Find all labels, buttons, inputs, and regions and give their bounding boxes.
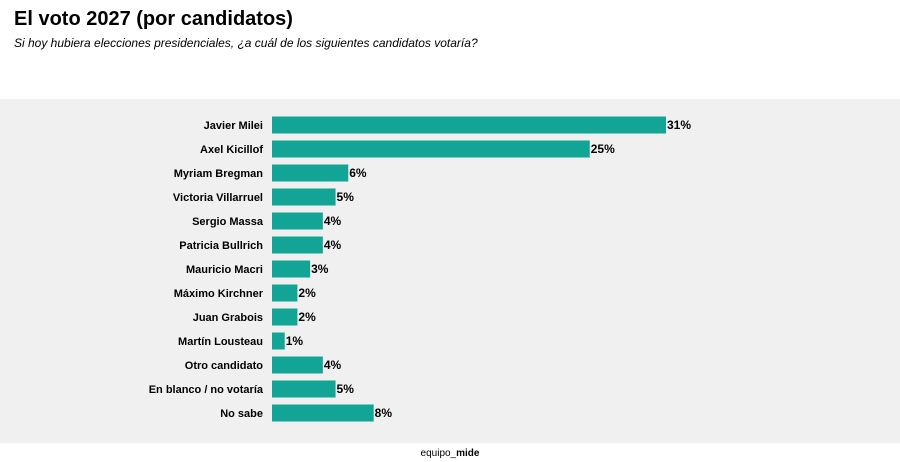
category-label: Martín Lousteau	[178, 336, 263, 348]
chart-subtitle: Si hoy hubiera elecciones presidenciales…	[14, 36, 478, 50]
footer-brand-name: mide	[456, 448, 480, 459]
bar	[272, 212, 323, 230]
value-label: 6%	[349, 166, 367, 180]
value-label: 25%	[591, 142, 615, 156]
category-label: Axel Kicillof	[200, 144, 263, 156]
category-label: Sergio Massa	[192, 216, 264, 228]
value-label: 2%	[298, 310, 316, 324]
chart-panel: Javier Milei 31% Axel Kicillof 25% Myriam Br…	[0, 99, 900, 443]
category-label: Myriam Bregman	[174, 168, 264, 180]
value-label: 4%	[324, 358, 342, 372]
footer-brand-prefix: equipo_	[420, 448, 457, 459]
bar	[272, 188, 336, 206]
bar	[272, 140, 590, 158]
value-label: 8%	[375, 406, 393, 420]
category-label: Mauricio Macri	[186, 264, 263, 276]
category-label: En blanco / no votaría	[149, 384, 264, 396]
value-label: 1%	[286, 334, 304, 348]
category-label: Otro candidato	[185, 360, 264, 372]
bar	[272, 332, 285, 350]
category-label: Victoria Villarruel	[173, 192, 263, 204]
bar	[272, 236, 323, 254]
category-label: No sabe	[220, 408, 263, 420]
chart-title: El voto 2027 (por candidatos)	[14, 8, 293, 30]
value-label: 3%	[311, 262, 329, 276]
value-label: 4%	[324, 214, 342, 228]
bar	[272, 356, 323, 374]
category-label: Patricia Bullrich	[179, 240, 263, 252]
bar	[272, 116, 666, 134]
footer-brand: equipo_mide	[0, 448, 900, 459]
value-label: 2%	[298, 286, 316, 300]
value-label: 31%	[667, 118, 691, 132]
bar	[272, 380, 336, 398]
bar	[272, 284, 298, 302]
bar	[272, 308, 298, 326]
bar	[272, 164, 349, 182]
bar-chart: Javier Milei 31% Axel Kicillof 25% Myriam Br…	[149, 116, 691, 422]
value-label: 4%	[324, 238, 342, 252]
value-label: 5%	[337, 382, 355, 396]
category-label: Juan Grabois	[193, 312, 263, 324]
bar	[272, 404, 374, 422]
category-label: Javier Milei	[204, 120, 263, 132]
value-label: 5%	[337, 190, 355, 204]
bar	[272, 260, 311, 278]
category-label: Máximo Kirchner	[174, 288, 264, 300]
